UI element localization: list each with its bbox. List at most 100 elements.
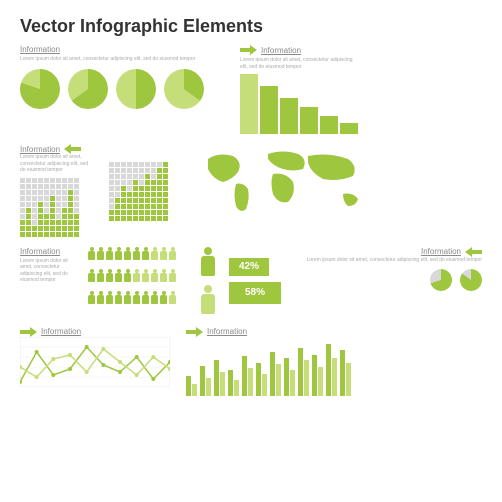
grid-cell [68, 178, 73, 183]
grid-cell [157, 204, 162, 209]
grid-cell [26, 220, 31, 225]
grid-cell [68, 184, 73, 189]
grid-cell [151, 192, 156, 197]
grid-cell [56, 178, 61, 183]
grid-cell [44, 190, 49, 195]
bar [284, 358, 289, 396]
grid-cell [151, 180, 156, 185]
grid-cell [163, 210, 168, 215]
person-icon [106, 247, 113, 261]
grid-cell [109, 216, 114, 221]
grid-cell [145, 186, 150, 191]
grid-cell [50, 226, 55, 231]
grid-cell [121, 180, 126, 185]
pie-chart [164, 69, 204, 109]
grid-cell [109, 180, 114, 185]
info-label: Information [207, 327, 247, 336]
grid-cell [133, 204, 138, 209]
grid-cell [74, 190, 79, 195]
info-block: Information Lorem ipsum dolor sit amet, … [20, 247, 75, 315]
grid-cell [56, 220, 61, 225]
grid-cell [133, 162, 138, 167]
grid-cell [38, 214, 43, 219]
bar [200, 366, 205, 396]
grid-cell [151, 168, 156, 173]
person-icon [88, 247, 95, 261]
grid-cell [157, 174, 162, 179]
page-title: Vector Infographic Elements [20, 16, 482, 37]
grid-cell [62, 220, 67, 225]
grid-cell [163, 216, 168, 221]
grid-cell [139, 192, 144, 197]
bar [340, 123, 358, 134]
grid-cell [157, 192, 162, 197]
pct-box: 58% [229, 282, 281, 304]
grid-a-section: Information Lorem ipsum dolor sit amet, … [20, 144, 95, 237]
grid-cell [115, 186, 120, 191]
pct-col: 42% 58% [229, 247, 281, 315]
grid-cell [56, 208, 61, 213]
grid-cell [139, 162, 144, 167]
grid-cell [115, 198, 120, 203]
grid-cell [145, 174, 150, 179]
grid-cell [56, 184, 61, 189]
grid-cell [44, 184, 49, 189]
grid-cell [56, 196, 61, 201]
person-icon [142, 291, 149, 305]
grid-cell [121, 162, 126, 167]
bar [280, 98, 298, 134]
grid-cell [115, 168, 120, 173]
grid-cell [68, 202, 73, 207]
grid-cell [121, 168, 126, 173]
person-icon [151, 269, 158, 283]
grid-cell [32, 178, 37, 183]
grid-cell [127, 174, 132, 179]
grid-cell [44, 214, 49, 219]
person-icon [160, 291, 167, 305]
grid-cell [139, 168, 144, 173]
grid-cell [32, 190, 37, 195]
grid-cell [62, 214, 67, 219]
grid-cell [20, 208, 25, 213]
grid-cell [74, 214, 79, 219]
lorem-text: Lorem ipsum dolor sit amet, consectetur … [20, 154, 95, 174]
grid-cell [115, 216, 120, 221]
grid-cell [38, 190, 43, 195]
grid-cell [20, 178, 25, 183]
lorem-text: Lorem ipsum dolor sit amet, consectetur … [20, 258, 75, 284]
person-icon [160, 269, 167, 283]
grid-cell [74, 232, 79, 237]
grid-cell [32, 202, 37, 207]
grid-cell [56, 226, 61, 231]
grid-cell [163, 186, 168, 191]
grid-cell [127, 198, 132, 203]
person-icon [124, 247, 131, 261]
grid-cell [145, 180, 150, 185]
icon-col [199, 247, 217, 315]
grid-cell [109, 210, 114, 215]
lorem-text: Lorem ipsum dolor sit amet, consectetur … [293, 257, 482, 264]
top-bars-section: Information Lorem ipsum dolor sit amet, … [240, 45, 482, 134]
grid-cell [50, 232, 55, 237]
grid-cell [50, 178, 55, 183]
pie-section: Information Lorem ipsum dolor sit amet, … [20, 45, 220, 134]
grid-cell [163, 198, 168, 203]
grid-cell [151, 204, 156, 209]
grid-cell [32, 184, 37, 189]
grid-cell [74, 184, 79, 189]
arrow-left-icon [64, 144, 81, 154]
person-icon [160, 247, 167, 261]
bar [234, 380, 239, 396]
person-icon [151, 291, 158, 305]
grid-cell [44, 178, 49, 183]
person-icon [142, 269, 149, 283]
bar [228, 370, 233, 395]
grid-cell [163, 174, 168, 179]
arrow-right-icon [20, 327, 37, 337]
grid-cell [121, 174, 126, 179]
grid-cell [26, 184, 31, 189]
grid-cell [32, 232, 37, 237]
grid-cell [109, 198, 114, 203]
grid-cell [68, 190, 73, 195]
person-icon [88, 291, 95, 305]
